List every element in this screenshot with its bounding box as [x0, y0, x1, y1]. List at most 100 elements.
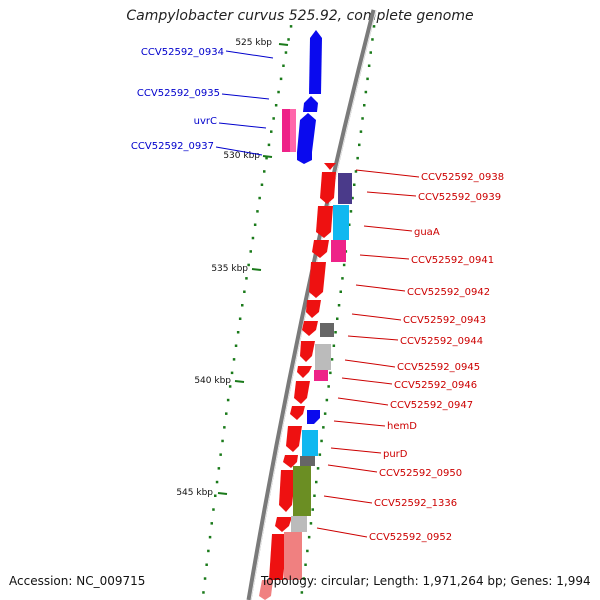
guide-dot — [238, 317, 242, 320]
guide-dot — [313, 494, 316, 497]
guide-dot — [258, 196, 261, 200]
gene-feature[interactable] — [297, 113, 316, 152]
gene-label[interactable]: guaA — [414, 227, 440, 238]
scale-tick — [234, 380, 245, 383]
gene-feature[interactable] — [309, 262, 326, 298]
guide-dot — [342, 263, 346, 267]
gene-feature[interactable] — [338, 173, 352, 204]
guide-dot — [304, 563, 307, 566]
gene-feature[interactable] — [294, 381, 310, 404]
guide-dot — [322, 426, 325, 429]
gene-feature[interactable] — [269, 534, 287, 580]
gene-label[interactable]: hemD — [387, 421, 417, 432]
guide-dot — [277, 90, 280, 94]
scale-label: 540 kbp — [194, 376, 231, 386]
gene-feature[interactable] — [286, 426, 302, 452]
guide-dot — [265, 156, 268, 160]
gene-feature[interactable] — [297, 152, 312, 164]
gene-label[interactable]: CCV52592_0939 — [418, 192, 501, 203]
scale-tick — [217, 492, 228, 495]
guide-dot — [364, 90, 368, 94]
gene-label[interactable]: CCV52592_0937 — [131, 141, 214, 152]
gene-feature[interactable] — [331, 240, 346, 262]
gene-feature[interactable] — [307, 410, 320, 424]
guide-dot — [337, 304, 341, 307]
gene-feature[interactable] — [316, 206, 333, 238]
gene-feature[interactable] — [300, 341, 315, 362]
guide-dot — [366, 77, 369, 81]
gene-label[interactable]: purD — [383, 449, 408, 460]
guide-dot — [225, 412, 228, 415]
gene-feature[interactable] — [324, 163, 336, 170]
gene-label[interactable]: CCV52592_0945 — [397, 362, 480, 373]
gene-feature[interactable] — [293, 466, 311, 516]
gene-feature[interactable] — [309, 30, 322, 94]
guide-dot — [372, 25, 376, 28]
gene-feature[interactable] — [279, 470, 296, 512]
guide-dot — [232, 358, 236, 361]
gene-label[interactable]: CCV52592_0934 — [141, 47, 224, 58]
gene-label[interactable]: CCV52592_0941 — [411, 255, 494, 266]
guide-dot — [323, 412, 327, 415]
gene-label[interactable]: CCV52592_1336 — [374, 498, 457, 509]
gene-label[interactable]: CCV52592_0943 — [403, 315, 486, 326]
guide-dot — [356, 156, 359, 160]
gene-label[interactable]: CCV52592_0935 — [137, 88, 220, 99]
guide-dot — [219, 453, 222, 456]
guide-dot — [311, 508, 314, 511]
guide-dot — [212, 508, 215, 511]
gene-feature[interactable] — [275, 517, 292, 532]
gene-feature[interactable] — [306, 300, 321, 318]
guide-dot — [202, 591, 205, 594]
guide-dot — [358, 143, 361, 147]
gene-feature[interactable] — [314, 370, 328, 381]
guide-dot — [272, 117, 275, 120]
guide-dot — [226, 398, 230, 402]
guide-dot — [330, 358, 334, 361]
guide-dot — [230, 371, 234, 375]
guide-dot — [215, 480, 219, 484]
gene-feature[interactable] — [303, 96, 318, 112]
gene-label[interactable]: CCV52592_0946 — [394, 380, 477, 391]
gene-feature[interactable] — [297, 366, 312, 378]
guide-dot — [208, 535, 212, 539]
gene-feature[interactable] — [300, 456, 315, 466]
gene-feature[interactable] — [284, 532, 302, 580]
gene-feature[interactable] — [302, 321, 318, 336]
guide-dot — [332, 344, 336, 347]
genome-title: Campylobacter curvus 525.92, complete ge… — [126, 8, 474, 24]
gene-feature[interactable] — [302, 430, 318, 456]
scale-tick — [251, 268, 262, 271]
gene-label[interactable]: CCV52592_0952 — [369, 532, 452, 543]
guide-dot — [363, 104, 366, 107]
gene-label[interactable]: CCV52592_0938 — [421, 172, 504, 183]
gene-label[interactable]: uvrC — [194, 116, 217, 127]
gene-label[interactable]: CCV52592_0947 — [390, 400, 473, 411]
gene-feature[interactable] — [312, 240, 329, 258]
guide-dot — [270, 130, 273, 133]
guide-dot — [348, 223, 351, 226]
guide-dot — [247, 263, 250, 267]
gene-feature[interactable] — [291, 516, 307, 532]
guide-dot — [249, 250, 252, 253]
guide-dot — [279, 77, 283, 81]
dotted-guide-right — [300, 25, 376, 594]
genome-backbone — [246, 9, 377, 600]
gene-feature[interactable] — [259, 580, 273, 600]
gene-feature[interactable] — [320, 323, 334, 337]
gene-feature[interactable] — [315, 344, 331, 370]
guide-dot — [371, 38, 374, 41]
guide-dot — [253, 223, 257, 226]
gene-feature[interactable] — [333, 205, 349, 240]
gene-label[interactable]: CCV52592_0942 — [407, 287, 490, 298]
guide-dot — [327, 385, 330, 388]
gene-feature[interactable] — [283, 455, 298, 468]
gene-label[interactable]: CCV52592_0950 — [379, 468, 462, 479]
gene-feature[interactable] — [320, 172, 336, 204]
gene-label[interactable]: CCV52592_0944 — [400, 336, 483, 347]
scale-tick — [278, 43, 289, 46]
guide-dot — [339, 290, 342, 293]
gene-feature[interactable] — [290, 406, 305, 420]
guide-dot — [256, 210, 259, 213]
